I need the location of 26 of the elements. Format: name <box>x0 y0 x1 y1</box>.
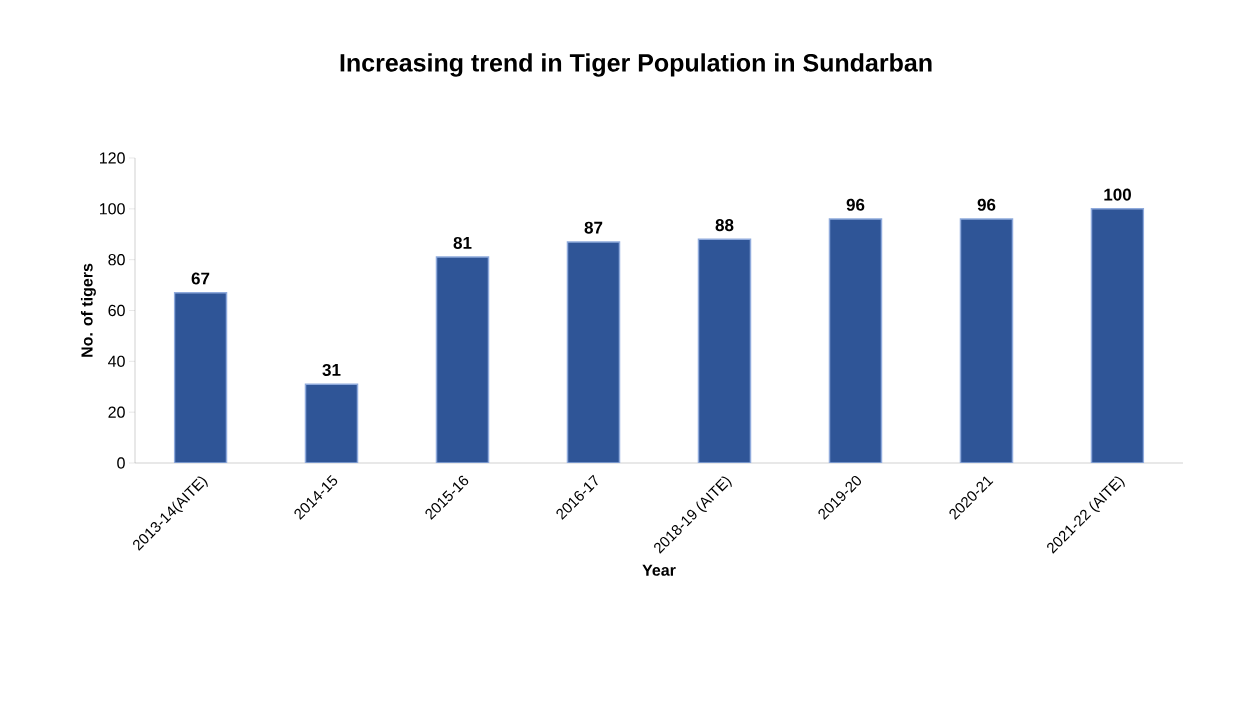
data-label: 31 <box>322 363 341 376</box>
y-tick-label: 20 <box>108 406 125 418</box>
y-tick-label: 60 <box>108 304 125 317</box>
chart-title: Increasing trend in Tiger Population in Sundarban <box>340 53 932 77</box>
bar <box>304 383 359 463</box>
data-label: 67 <box>191 272 210 285</box>
y-tick-label: 80 <box>108 254 125 266</box>
data-label: 88 <box>715 219 734 232</box>
bar <box>566 241 621 463</box>
bar <box>697 238 752 463</box>
y-tick-label: 100 <box>100 203 125 215</box>
bar <box>435 256 490 463</box>
y-tick-label: 40 <box>108 355 125 367</box>
y-tick-label: 0 <box>117 457 125 469</box>
x-axis-title: Year <box>642 564 676 576</box>
data-label: 100 <box>1104 188 1131 201</box>
bar <box>959 218 1014 463</box>
y-tick-label: 120 <box>100 152 125 164</box>
bar <box>1090 208 1145 463</box>
data-label: 96 <box>977 198 996 211</box>
data-label: 96 <box>846 198 865 211</box>
y-axis-title: No. of tigers <box>80 263 96 357</box>
bar <box>828 218 883 463</box>
data-label: 87 <box>584 221 603 234</box>
data-label: 81 <box>453 236 472 249</box>
bar <box>173 291 228 463</box>
